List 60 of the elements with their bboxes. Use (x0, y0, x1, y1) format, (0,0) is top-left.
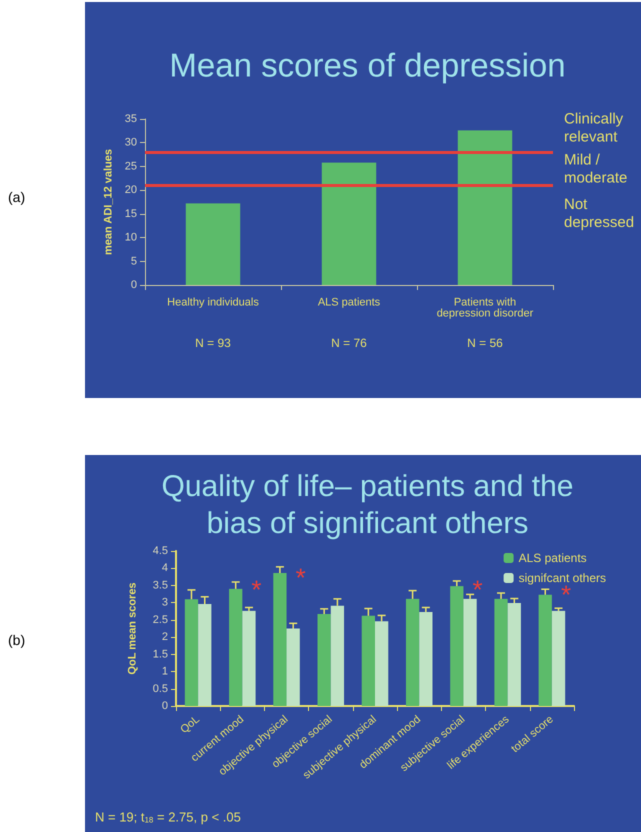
bar (406, 598, 420, 706)
bar (458, 130, 512, 285)
bar (322, 162, 376, 285)
y-tick-label: 2.5 (152, 614, 168, 626)
text: Not depressed (564, 196, 634, 231)
bar (463, 598, 477, 706)
chart-title: Quality of life– patients and the bias of significant others (162, 470, 574, 540)
y-tick-label: 1.5 (152, 648, 168, 660)
text: Mild / moderate (564, 151, 628, 186)
y-tick-label: 0.5 (152, 682, 168, 695)
bar (552, 610, 566, 706)
x-tick-label: Patients with depression disorder (436, 296, 534, 320)
text: (b) (8, 632, 26, 648)
y-tick-label: 4 (162, 562, 168, 574)
text: N = 76 (331, 336, 368, 350)
bar (494, 598, 508, 706)
annotation: * (296, 562, 306, 592)
x-tick-label: QoL (178, 713, 202, 736)
bar (318, 614, 331, 706)
bar (184, 599, 198, 706)
x-tick-label: ALS patients (318, 296, 381, 308)
y-tick-label: 20 (124, 184, 137, 196)
text: (a) (8, 189, 26, 205)
y-tick-label: 0 (162, 700, 168, 712)
y-tick-label: 3.5 (152, 579, 168, 592)
bar (419, 612, 432, 706)
text: Clinically relevant (564, 110, 624, 146)
y-tick-label: 0 (130, 279, 137, 291)
y-tick-label: 1 (162, 666, 168, 678)
bar (229, 588, 242, 706)
bar (198, 604, 212, 706)
bar (330, 606, 344, 706)
x-tick-label: Healthy individuals (167, 296, 260, 308)
text: N = 19; t18 = 2.75, p < .05 (95, 810, 241, 824)
annotation: * (251, 574, 262, 604)
y-tick-label: 30 (124, 136, 137, 149)
y-tick-label: 10 (124, 232, 137, 244)
y-tick-label: 25 (124, 160, 137, 172)
bar (242, 610, 256, 706)
bar (273, 573, 287, 706)
bar (508, 603, 521, 706)
y-tick-label: 4.5 (152, 545, 168, 557)
bar (450, 586, 464, 706)
y-tick-label: 15 (124, 208, 137, 220)
bar (286, 628, 300, 706)
bar (375, 621, 388, 706)
bar (362, 616, 375, 706)
y-tick-label: 3 (162, 596, 168, 609)
text: N = 93 (195, 336, 232, 350)
y-axis-title: mean ADI_12 values (102, 149, 114, 255)
y-tick-label: 35 (124, 113, 137, 125)
annotation: * (472, 574, 483, 604)
y-axis-title: QoL mean scores (126, 582, 138, 675)
bar (538, 594, 552, 706)
bar (186, 203, 240, 285)
text: N = 56 (467, 336, 504, 350)
chart-title: Mean scores of depression (169, 46, 566, 84)
y-tick-label: 2 (162, 631, 168, 644)
y-tick-label: 5 (130, 255, 137, 268)
legend-label: ALS patients (518, 551, 587, 565)
